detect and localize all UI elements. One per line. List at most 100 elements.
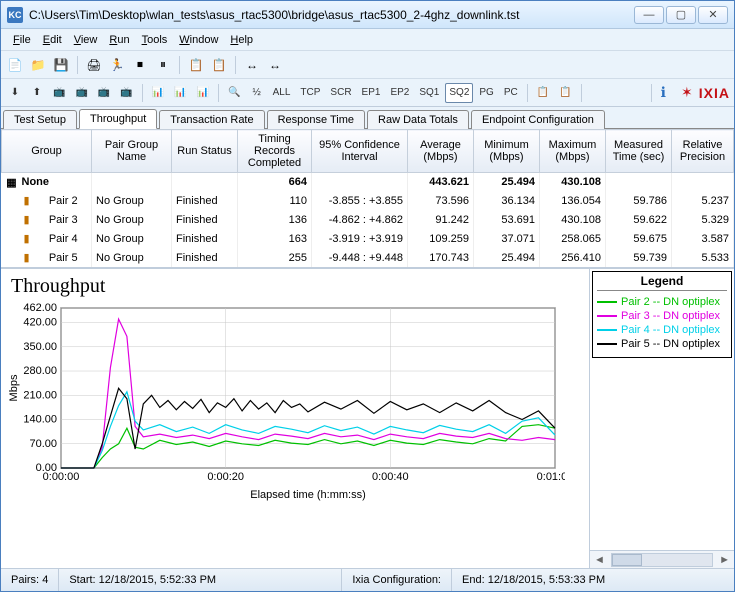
view-btn-scr[interactable]: SCR bbox=[326, 83, 355, 103]
col-header[interactable]: Timing Records Completed bbox=[238, 130, 312, 173]
menu-run[interactable]: Run bbox=[103, 32, 135, 48]
status-pairs: Pairs: 4 bbox=[1, 569, 59, 591]
chart-sidebar: Legend Pair 2 -- DN optiplexPair 3 -- DN… bbox=[589, 269, 734, 568]
table-row[interactable]: ▮ Pair 2No GroupFinished110-3.855 : +3.8… bbox=[2, 191, 734, 210]
view-btn-📺[interactable]: 📺 bbox=[116, 83, 136, 103]
view-btn-📊[interactable]: 📊 bbox=[148, 83, 168, 103]
svg-text:0:00:40: 0:00:40 bbox=[372, 471, 409, 483]
legend-item[interactable]: Pair 5 -- DN optiplex bbox=[597, 337, 727, 351]
tab-response-time[interactable]: Response Time bbox=[267, 110, 365, 129]
view-btn-ep2[interactable]: EP2 bbox=[386, 83, 413, 103]
menu-file[interactable]: File bbox=[7, 32, 37, 48]
toolbar-view: ⬇⬆📺📺📺📺📊📊📊🔍½ALLTCPSCREP1EP2SQ1SQ2PGPC📋📋ℹ … bbox=[1, 79, 734, 107]
legend-item[interactable]: Pair 3 -- DN optiplex bbox=[597, 309, 727, 323]
chart-area: Throughput 0.0070.00140.00210.00280.0035… bbox=[1, 268, 734, 568]
app-window: KC C:\Users\Tim\Desktop\wlan_tests\asus_… bbox=[0, 0, 735, 592]
view-btn-📊[interactable]: 📊 bbox=[170, 83, 190, 103]
col-header[interactable]: Measured Time (sec) bbox=[606, 130, 672, 173]
tab-strip: Test SetupThroughputTransaction RateResp… bbox=[1, 107, 734, 129]
view-btn-sq1[interactable]: SQ1 bbox=[415, 83, 443, 103]
view-btn-all[interactable]: ALL bbox=[269, 83, 295, 103]
view-btn-ep1[interactable]: EP1 bbox=[358, 83, 385, 103]
toolbar-btn-7[interactable]: ⏸ bbox=[153, 55, 173, 75]
menu-view[interactable]: View bbox=[68, 32, 104, 48]
col-header[interactable]: Minimum (Mbps) bbox=[474, 130, 540, 173]
results-grid-wrap: GroupPair Group NameRun StatusTiming Rec… bbox=[1, 129, 734, 268]
ixia-logo-text: IXIA bbox=[699, 85, 730, 101]
status-end: End: 12/18/2015, 5:53:33 PM bbox=[452, 569, 734, 591]
svg-text:0:00:20: 0:00:20 bbox=[207, 471, 244, 483]
view-btn-⬆[interactable]: ⬆ bbox=[27, 83, 47, 103]
toolbar-btn-9[interactable]: 📋 bbox=[186, 55, 206, 75]
chart-title: Throughput bbox=[11, 275, 587, 298]
view-btn-pg[interactable]: PG bbox=[475, 83, 497, 103]
menu-tools[interactable]: Tools bbox=[136, 32, 174, 48]
svg-text:Mbps: Mbps bbox=[8, 374, 20, 401]
status-start: Start: 12/18/2015, 5:52:33 PM bbox=[59, 569, 342, 591]
table-row-totals[interactable]: ▦None664443.62125.494430.108 bbox=[2, 173, 734, 192]
toolbar-btn-2[interactable]: 💾 bbox=[51, 55, 71, 75]
toolbar-btn-4[interactable]: 🖨 bbox=[84, 55, 104, 75]
view-btn-📺[interactable]: 📺 bbox=[71, 83, 91, 103]
legend-item[interactable]: Pair 4 -- DN optiplex bbox=[597, 323, 727, 337]
svg-text:0:01:00: 0:01:00 bbox=[537, 471, 565, 483]
view-btn-tcp[interactable]: TCP bbox=[296, 83, 324, 103]
close-button[interactable]: ✕ bbox=[698, 6, 728, 24]
col-header[interactable]: Relative Precision bbox=[672, 130, 734, 173]
view-btn-⬇[interactable]: ⬇ bbox=[5, 83, 25, 103]
statusbar: Pairs: 4 Start: 12/18/2015, 5:52:33 PM I… bbox=[1, 568, 734, 591]
svg-text:210.00: 210.00 bbox=[23, 389, 57, 401]
toolbar-btn-0[interactable]: 📄 bbox=[5, 55, 25, 75]
svg-text:0:00:00: 0:00:00 bbox=[43, 471, 80, 483]
tab-endpoint-configuration[interactable]: Endpoint Configuration bbox=[471, 110, 605, 129]
table-row[interactable]: ▮ Pair 4No GroupFinished163-3.919 : +3.9… bbox=[2, 229, 734, 248]
view-btn-📋[interactable]: 📋 bbox=[533, 83, 553, 103]
chart-canvas: 0.0070.00140.00210.00280.00350.00420.004… bbox=[5, 302, 587, 566]
window-title: C:\Users\Tim\Desktop\wlan_tests\asus_rta… bbox=[29, 8, 634, 22]
toolbar-btn-10[interactable]: 📋 bbox=[209, 55, 229, 75]
menu-edit[interactable]: Edit bbox=[37, 32, 68, 48]
menubar: FileEditViewRunToolsWindowHelp bbox=[1, 29, 734, 51]
view-btn-📺[interactable]: 📺 bbox=[49, 83, 69, 103]
legend-scrollbar[interactable]: ◄ ► bbox=[590, 550, 734, 568]
table-row[interactable]: ▮ Pair 5No GroupFinished255-9.448 : +9.4… bbox=[2, 248, 734, 267]
view-btn-📊[interactable]: 📊 bbox=[193, 83, 213, 103]
menu-help[interactable]: Help bbox=[224, 32, 259, 48]
minimize-button[interactable]: — bbox=[634, 6, 664, 24]
view-btn-🔍[interactable]: 🔍 bbox=[224, 83, 244, 103]
tab-transaction-rate[interactable]: Transaction Rate bbox=[159, 110, 264, 129]
view-btn-pc[interactable]: PC bbox=[500, 83, 522, 103]
legend: Legend Pair 2 -- DN optiplexPair 3 -- DN… bbox=[592, 271, 732, 358]
svg-text:70.00: 70.00 bbox=[29, 438, 57, 450]
svg-text:140.00: 140.00 bbox=[23, 414, 57, 426]
col-header[interactable]: Group bbox=[2, 130, 92, 173]
toolbar-btn-13[interactable]: ↔ bbox=[265, 55, 285, 75]
view-btn-½[interactable]: ½ bbox=[247, 83, 267, 103]
tab-test-setup[interactable]: Test Setup bbox=[3, 110, 77, 129]
toolbar-btn-12[interactable]: ↔ bbox=[242, 55, 262, 75]
app-icon: KC bbox=[7, 7, 23, 23]
toolbar-main: 📄📁💾 🖨🏃⏹⏸ 📋📋 ↔↔ bbox=[1, 51, 734, 79]
results-grid: GroupPair Group NameRun StatusTiming Rec… bbox=[1, 129, 734, 267]
view-btn-sq2[interactable]: SQ2 bbox=[445, 83, 473, 103]
view-btn-📋[interactable]: 📋 bbox=[555, 83, 575, 103]
table-row[interactable]: ▮ Pair 3No GroupFinished136-4.862 : +4.8… bbox=[2, 210, 734, 229]
col-header[interactable]: Maximum (Mbps) bbox=[540, 130, 606, 173]
toolbar-btn-6[interactable]: ⏹ bbox=[130, 55, 150, 75]
tab-raw-data-totals[interactable]: Raw Data Totals bbox=[367, 110, 469, 129]
menu-window[interactable]: Window bbox=[173, 32, 224, 48]
svg-text:350.00: 350.00 bbox=[23, 341, 57, 353]
tab-throughput[interactable]: Throughput bbox=[79, 109, 157, 129]
legend-item[interactable]: Pair 2 -- DN optiplex bbox=[597, 295, 727, 309]
view-btn-📺[interactable]: 📺 bbox=[94, 83, 114, 103]
col-header[interactable]: Run Status bbox=[172, 130, 238, 173]
col-header[interactable]: 95% Confidence Interval bbox=[312, 130, 408, 173]
toolbar-btn-5[interactable]: 🏃 bbox=[107, 55, 127, 75]
info-icon[interactable]: ℹ bbox=[661, 84, 666, 101]
ixia-logo-icon: ✶ bbox=[681, 84, 693, 101]
col-header[interactable]: Average (Mbps) bbox=[408, 130, 474, 173]
maximize-button[interactable]: ▢ bbox=[666, 6, 696, 24]
col-header[interactable]: Pair Group Name bbox=[92, 130, 172, 173]
svg-text:420.00: 420.00 bbox=[23, 317, 57, 329]
toolbar-btn-1[interactable]: 📁 bbox=[28, 55, 48, 75]
